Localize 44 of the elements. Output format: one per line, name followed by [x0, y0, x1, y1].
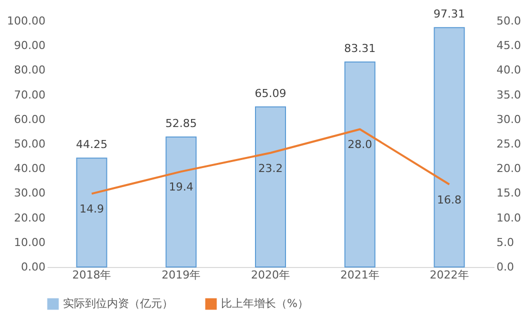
x-tick-label: 2019年 [162, 268, 201, 282]
y2-tick-label: 5.0 [496, 236, 514, 249]
y-tick-label: 10.00 [14, 236, 46, 249]
y2-tick-label: 50.0 [496, 14, 521, 28]
y2-tick-label: 10.0 [496, 211, 521, 224]
bar [76, 158, 108, 268]
y-tick-label: 60.00 [14, 112, 46, 126]
y2-tick-label: 0.0 [496, 260, 514, 274]
data-label: 44.25 [76, 138, 108, 152]
y2-tick-label: 15.0 [496, 186, 521, 200]
data-label: 23.2 [258, 162, 283, 175]
y-tick-label: 50.00 [14, 138, 46, 150]
data-label: 28.0 [348, 138, 372, 152]
x-tick-label: 2020年 [251, 268, 290, 282]
y-tick-label: 30.00 [14, 186, 46, 200]
y-tick-label: 90.00 [14, 39, 46, 52]
y-tick-label: 20.00 [14, 211, 46, 224]
y-tick-label: 70.00 [14, 88, 46, 102]
data-label: 83.31 [344, 42, 376, 56]
bar [166, 136, 197, 268]
legend-label: 实际到位内资（亿元） [63, 297, 173, 310]
data-label: 65.09 [254, 86, 286, 100]
x-tick-label: 2022年 [430, 268, 469, 282]
x-tick-label: 2021年 [340, 268, 380, 282]
legend-label: 比上年增长（%） [221, 297, 308, 310]
y2-tick-label: 20.0 [496, 162, 521, 176]
y2-tick-label: 45.0 [496, 39, 521, 52]
data-label: 52.85 [165, 116, 197, 130]
data-label: 16.8 [437, 193, 462, 206]
y2-tick-label: 40.0 [496, 64, 521, 77]
bar [255, 106, 286, 268]
x-tick-label: 2018年 [72, 268, 112, 282]
y2-tick-label: 25.0 [496, 138, 521, 150]
y-tick-label: 80.00 [14, 64, 46, 77]
y-tick-label: 40.00 [14, 162, 46, 176]
y2-tick-label: 35.0 [496, 88, 521, 102]
data-label: 19.4 [168, 180, 194, 194]
y-tick-label: 100.00 [7, 14, 46, 28]
bar [344, 62, 376, 268]
y-tick-label: 0.00 [21, 260, 46, 274]
data-label: 14.9 [79, 202, 104, 216]
bar [434, 27, 465, 268]
y2-tick-label: 30.0 [496, 112, 521, 126]
data-label: 97.31 [434, 8, 466, 21]
